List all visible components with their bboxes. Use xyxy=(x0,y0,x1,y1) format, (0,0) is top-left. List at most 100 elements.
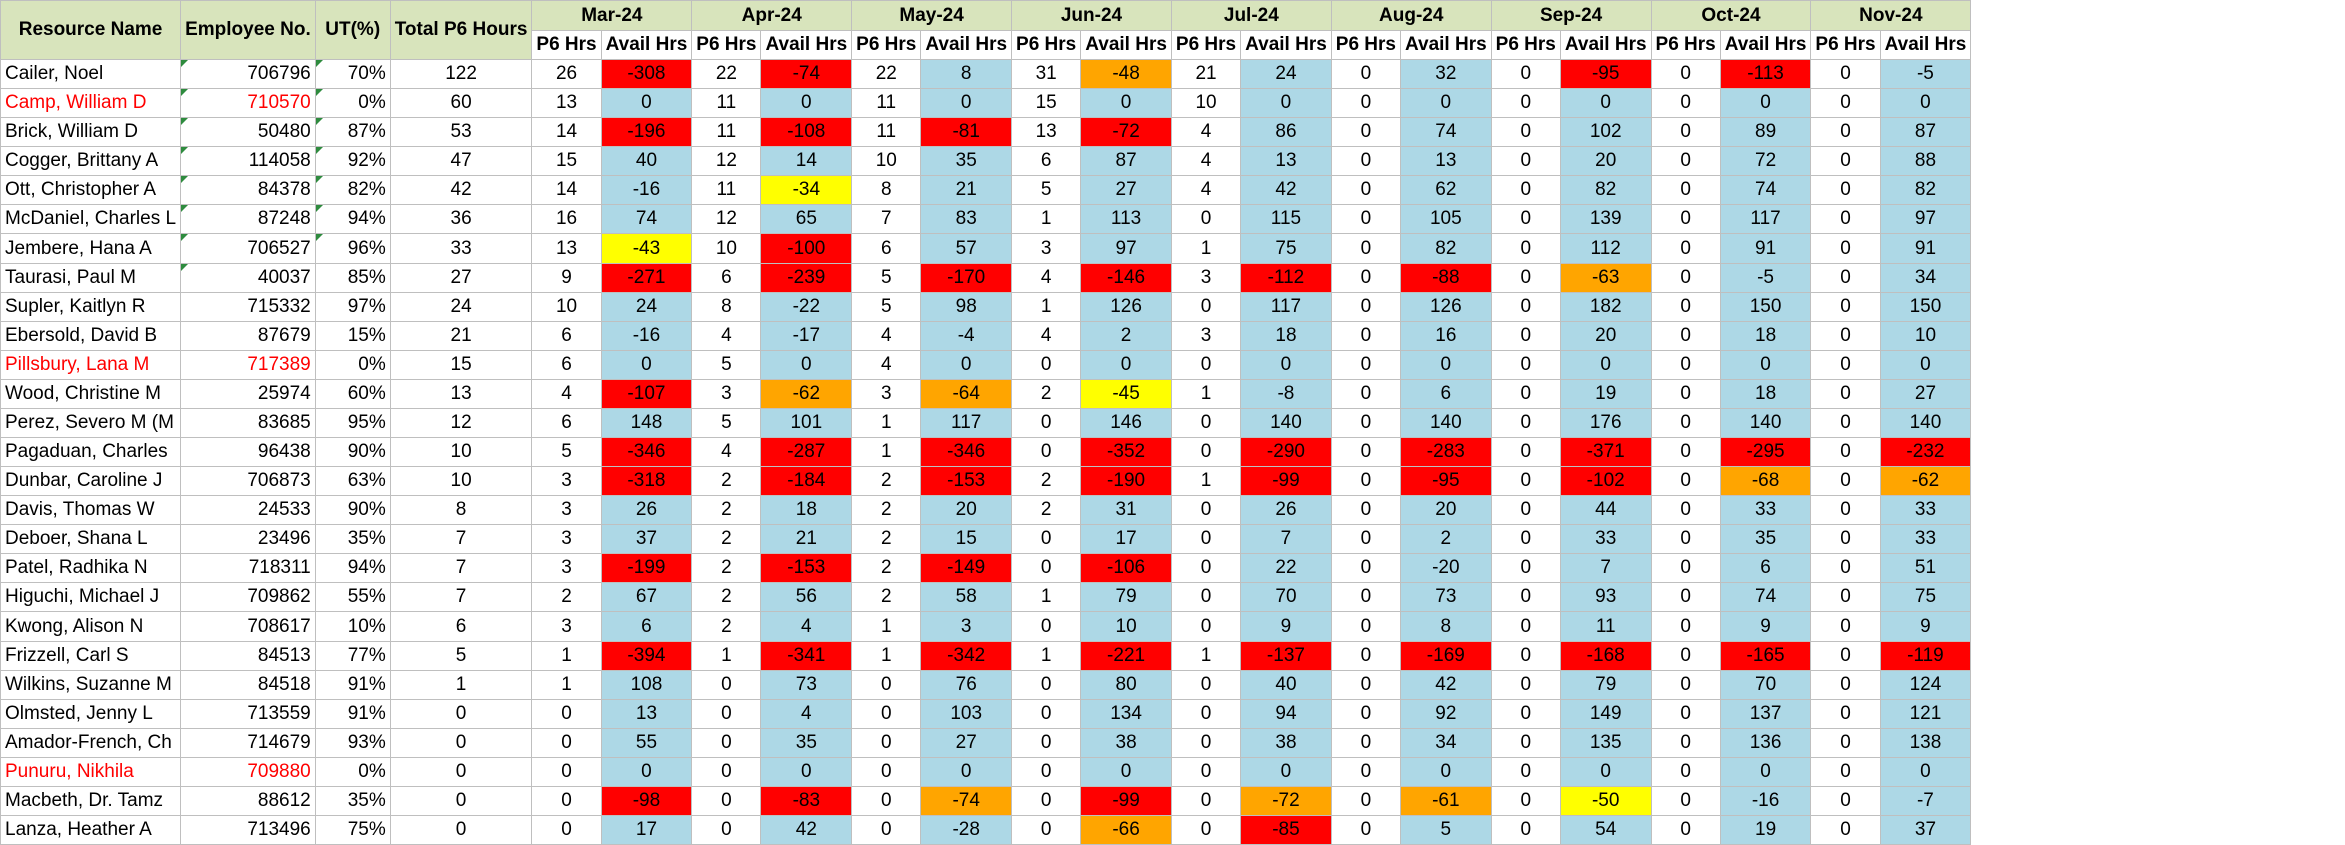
cell-avail-hrs[interactable]: -16 xyxy=(600,320,693,351)
cell-avail-hrs[interactable]: 17 xyxy=(600,815,693,845)
cell-ut[interactable]: 55% xyxy=(314,582,391,613)
cell-p6-hrs[interactable]: 0 xyxy=(851,727,922,758)
cell-p6-hrs[interactable]: 0 xyxy=(1490,262,1561,293)
cell-resource-name[interactable]: Patel, Radhika N xyxy=(0,553,182,584)
cell-avail-hrs[interactable]: 33 xyxy=(1719,495,1812,526)
cell-ut[interactable]: 60% xyxy=(314,378,391,409)
header-total-p6-hours[interactable]: Total P6 Hours xyxy=(389,0,533,60)
cell-avail-hrs[interactable]: -16 xyxy=(1719,785,1812,817)
cell-p6-hrs[interactable]: 0 xyxy=(1330,582,1401,613)
cell-avail-hrs[interactable]: -50 xyxy=(1559,785,1652,817)
cell-p6-hrs[interactable]: 0 xyxy=(1330,291,1401,322)
header-p6-hrs[interactable]: P6 Hrs xyxy=(1650,30,1721,60)
cell-p6-hrs[interactable]: 0 xyxy=(1490,698,1561,729)
cell-p6-hrs[interactable]: 3 xyxy=(531,524,602,555)
cell-resource-name[interactable]: Deboer, Shana L xyxy=(0,524,182,555)
cell-p6-hrs[interactable]: 4 xyxy=(851,349,922,380)
cell-avail-hrs[interactable]: -199 xyxy=(600,553,693,584)
cell-avail-hrs[interactable]: 0 xyxy=(1719,349,1812,380)
cell-p6-hrs[interactable]: 0 xyxy=(1490,204,1561,235)
header-month[interactable]: Nov-24 xyxy=(1810,0,1972,31)
cell-p6-hrs[interactable]: 0 xyxy=(1330,407,1401,439)
cell-avail-hrs[interactable]: 6 xyxy=(1399,378,1492,409)
cell-ut[interactable]: 77% xyxy=(314,640,391,671)
cell-avail-hrs[interactable]: -43 xyxy=(600,233,693,264)
cell-p6-hrs[interactable]: 0 xyxy=(1650,117,1721,148)
cell-p6-hrs[interactable]: 4 xyxy=(1011,262,1082,293)
cell-avail-hrs[interactable]: -112 xyxy=(1240,262,1332,293)
cell-avail-hrs[interactable]: 91 xyxy=(1719,233,1812,264)
cell-total-p6-hours[interactable]: 0 xyxy=(389,756,533,787)
cell-avail-hrs[interactable]: 19 xyxy=(1559,378,1652,409)
cell-ut[interactable]: 97% xyxy=(314,291,391,322)
cell-avail-hrs[interactable]: -22 xyxy=(760,291,853,322)
cell-avail-hrs[interactable]: -64 xyxy=(920,378,1013,409)
cell-avail-hrs[interactable]: -232 xyxy=(1879,437,1972,468)
cell-p6-hrs[interactable]: 0 xyxy=(1650,756,1721,787)
cell-p6-hrs[interactable]: 1 xyxy=(1011,582,1082,613)
cell-p6-hrs[interactable]: 0 xyxy=(1810,727,1881,758)
cell-p6-hrs[interactable]: 0 xyxy=(1650,466,1721,497)
cell-p6-hrs[interactable]: 0 xyxy=(1810,553,1881,584)
cell-avail-hrs[interactable]: 14 xyxy=(760,146,853,177)
cell-p6-hrs[interactable]: 0 xyxy=(1650,582,1721,613)
cell-avail-hrs[interactable]: -239 xyxy=(760,262,853,293)
cell-avail-hrs[interactable]: 126 xyxy=(1080,291,1172,322)
cell-p6-hrs[interactable]: 5 xyxy=(691,407,762,439)
cell-employee-no[interactable]: 709862 xyxy=(180,582,316,613)
cell-avail-hrs[interactable]: -221 xyxy=(1080,640,1172,671)
cell-avail-hrs[interactable]: 94 xyxy=(1240,698,1332,729)
cell-p6-hrs[interactable]: 14 xyxy=(531,175,602,206)
cell-p6-hrs[interactable]: 0 xyxy=(691,785,762,817)
cell-avail-hrs[interactable]: 54 xyxy=(1559,815,1652,845)
header-employee-no[interactable]: Employee No. xyxy=(180,0,316,60)
cell-p6-hrs[interactable]: 0 xyxy=(1170,727,1242,758)
header-p6-hrs[interactable]: P6 Hrs xyxy=(1170,30,1242,60)
cell-p6-hrs[interactable]: 0 xyxy=(1170,756,1242,787)
cell-p6-hrs[interactable]: 0 xyxy=(1330,437,1401,468)
cell-resource-name[interactable]: Taurasi, Paul M xyxy=(0,262,182,293)
cell-avail-hrs[interactable]: 40 xyxy=(1240,669,1332,700)
cell-avail-hrs[interactable]: 27 xyxy=(1080,175,1172,206)
cell-avail-hrs[interactable]: 113 xyxy=(1080,204,1172,235)
cell-avail-hrs[interactable]: 17 xyxy=(1080,524,1172,555)
cell-p6-hrs[interactable]: 0 xyxy=(1011,407,1082,439)
cell-p6-hrs[interactable]: 0 xyxy=(1490,524,1561,555)
cell-resource-name[interactable]: McDaniel, Charles L xyxy=(0,204,182,235)
cell-p6-hrs[interactable]: 2 xyxy=(1011,378,1082,409)
cell-p6-hrs[interactable]: 0 xyxy=(1170,815,1242,845)
cell-avail-hrs[interactable]: 26 xyxy=(1240,495,1332,526)
cell-avail-hrs[interactable]: 13 xyxy=(1399,146,1492,177)
cell-avail-hrs[interactable]: -352 xyxy=(1080,437,1172,468)
cell-ut[interactable]: 0% xyxy=(314,756,391,787)
cell-avail-hrs[interactable]: 74 xyxy=(1399,117,1492,148)
cell-avail-hrs[interactable]: -5 xyxy=(1719,262,1812,293)
cell-resource-name[interactable]: Higuchi, Michael J xyxy=(0,582,182,613)
cell-avail-hrs[interactable]: 37 xyxy=(1879,815,1972,845)
cell-p6-hrs[interactable]: 3 xyxy=(531,495,602,526)
cell-p6-hrs[interactable]: 8 xyxy=(691,291,762,322)
cell-avail-hrs[interactable]: 0 xyxy=(920,756,1013,787)
cell-p6-hrs[interactable]: 0 xyxy=(1170,291,1242,322)
header-month[interactable]: Mar-24 xyxy=(531,0,693,31)
cell-avail-hrs[interactable]: 140 xyxy=(1240,407,1332,439)
cell-total-p6-hours[interactable]: 10 xyxy=(389,437,533,468)
cell-employee-no[interactable]: 87248 xyxy=(180,204,316,235)
cell-avail-hrs[interactable]: 6 xyxy=(1719,553,1812,584)
cell-p6-hrs[interactable]: 0 xyxy=(1650,58,1721,90)
cell-avail-hrs[interactable]: -149 xyxy=(920,553,1013,584)
cell-p6-hrs[interactable]: 0 xyxy=(691,669,762,700)
cell-resource-name[interactable]: Kwong, Alison N xyxy=(0,611,182,642)
cell-p6-hrs[interactable]: 0 xyxy=(1810,175,1881,206)
cell-p6-hrs[interactable]: 0 xyxy=(1490,175,1561,206)
cell-p6-hrs[interactable]: 0 xyxy=(691,815,762,845)
cell-p6-hrs[interactable]: 1 xyxy=(851,640,922,671)
cell-avail-hrs[interactable]: 6 xyxy=(600,611,693,642)
cell-p6-hrs[interactable]: 0 xyxy=(531,815,602,845)
cell-ut[interactable]: 70% xyxy=(314,58,391,90)
cell-avail-hrs[interactable]: 101 xyxy=(760,407,853,439)
cell-avail-hrs[interactable]: 24 xyxy=(1240,58,1332,90)
cell-avail-hrs[interactable]: 65 xyxy=(760,204,853,235)
cell-total-p6-hours[interactable]: 15 xyxy=(389,349,533,380)
header-avail-hrs[interactable]: Avail Hrs xyxy=(920,30,1013,60)
